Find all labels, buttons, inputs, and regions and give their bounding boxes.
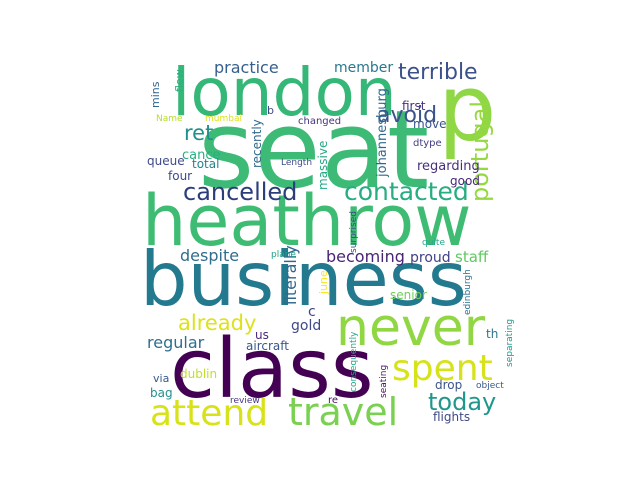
word-object: object (476, 381, 504, 391)
word-cancelled: cancelled (183, 178, 297, 206)
word-seating: seating (379, 365, 389, 398)
word-mins: mins (149, 81, 162, 108)
word-separating: separating (505, 319, 515, 367)
word-four: four (168, 169, 192, 183)
word-business: business (140, 235, 467, 323)
word-already: already (178, 311, 256, 335)
word-travel: travel (288, 390, 398, 434)
word-consequently: consequently (349, 331, 359, 392)
word-plane: plane (271, 250, 296, 260)
word-good: good (450, 174, 480, 188)
word-proud: proud (410, 250, 451, 266)
word-seat: seat (198, 88, 429, 213)
word-mumbai: mumbai (205, 114, 242, 124)
word-review: review (230, 396, 260, 406)
word-senior: senior (390, 288, 427, 302)
word-us: us (255, 328, 269, 342)
word-spent: spent (392, 348, 493, 389)
word-heathrow: heathrow (142, 180, 471, 262)
word-literally: literally (281, 245, 300, 305)
word-first: first (402, 99, 426, 113)
word-massive: massive (316, 141, 330, 190)
word-aircraft: aircraft (246, 339, 289, 353)
word-recently: recently (250, 119, 264, 168)
word-cance: cance (182, 148, 221, 163)
word-avoid: avoid (377, 103, 437, 128)
word-johannesburg: johannesburg (375, 88, 390, 178)
word-london: london (172, 54, 397, 131)
word-bag: bag (150, 386, 173, 400)
word-edinburgh: edinburgh (463, 269, 473, 315)
word-name: Name (156, 114, 183, 124)
word-changed: changed (298, 116, 341, 127)
word-despite: despite (180, 246, 239, 265)
word-never: never (336, 298, 486, 358)
word-via: via (153, 372, 169, 385)
word-length: Length (281, 158, 312, 168)
word-drop: drop (435, 378, 462, 392)
word-re: re (328, 395, 338, 406)
word-class: class (170, 322, 374, 417)
word-attend: attend (150, 393, 268, 434)
word-flew: flew (173, 69, 186, 92)
word-th: th (486, 327, 498, 341)
word-staff: staff (455, 248, 489, 266)
word-practice: practice (214, 58, 279, 77)
word-surprised: surprised (349, 211, 359, 253)
word-quite: quite (422, 238, 445, 248)
word-total: total (192, 157, 219, 171)
word-p: p (438, 55, 496, 162)
word-becoming: becoming (326, 247, 405, 266)
word-c: c (308, 304, 316, 320)
word-portugal: portugal (466, 101, 494, 202)
word-flights: flights (433, 410, 470, 424)
word-june: june (317, 270, 330, 295)
word-move: move (413, 117, 447, 131)
word-dublin: dublin (180, 367, 217, 381)
word-member: member (334, 60, 393, 76)
word-terrible: terrible (398, 60, 478, 85)
word-queue: queue (147, 154, 185, 168)
word-gold: gold (291, 318, 321, 334)
word-dtype: dtype (413, 138, 442, 149)
word-regular: regular (147, 333, 205, 352)
word-b: b (267, 104, 274, 117)
word-regarding: regarding (417, 159, 480, 174)
word-today: today (428, 388, 496, 416)
word-contacted: contacted (344, 177, 469, 206)
word-ret: ret (184, 121, 213, 145)
